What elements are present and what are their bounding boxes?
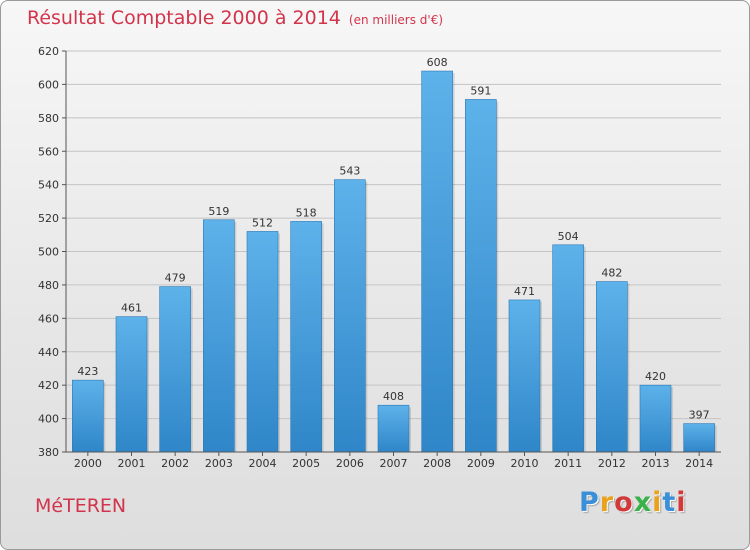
value-label-2012: 482 <box>601 267 622 280</box>
y-tick-label: 580 <box>38 112 59 125</box>
x-tick-label-2010: 2010 <box>511 457 539 470</box>
value-label-2013: 420 <box>645 370 666 383</box>
logo-letter: x <box>633 487 653 518</box>
x-tick-label-2008: 2008 <box>423 457 451 470</box>
logo-letter: i <box>652 487 663 518</box>
value-label-2005: 518 <box>296 206 317 219</box>
y-tick-label: 520 <box>38 212 59 225</box>
proxiti-logo: Proxiti <box>579 487 687 518</box>
bar-2003 <box>203 219 235 453</box>
chart-unit-label: (en milliers d'€) <box>348 13 444 27</box>
x-tick-label-2003: 2003 <box>205 457 233 470</box>
x-tick-label-2012: 2012 <box>598 457 626 470</box>
value-label-2004: 512 <box>252 216 273 229</box>
bar-2013 <box>639 384 672 453</box>
value-label-2009: 591 <box>470 84 491 97</box>
logo-letter: P <box>579 487 600 518</box>
y-tick-label: 600 <box>38 78 59 91</box>
value-label-2001: 461 <box>121 302 142 315</box>
logo-letter: r <box>599 487 615 518</box>
bar-2002 <box>159 286 191 453</box>
y-tick-label: 560 <box>38 145 59 158</box>
axes: 380 400 420 440 460 480 500 520 540 560 580 600 620 2… <box>38 45 721 470</box>
bar-2006 <box>334 179 366 453</box>
x-tick-label-2002: 2002 <box>161 457 189 470</box>
bar-2012 <box>596 281 628 453</box>
bar-2014 <box>683 423 715 453</box>
bar-2005 <box>290 221 322 453</box>
bar-2009 <box>465 99 497 453</box>
x-tick-label-2014: 2014 <box>685 457 713 470</box>
x-tick-label-2004: 2004 <box>249 457 277 470</box>
value-label-2014: 397 <box>689 409 710 422</box>
bar-2008 <box>421 70 453 453</box>
x-tick-label-2007: 2007 <box>380 457 408 470</box>
y-tick-label: 500 <box>38 246 59 259</box>
x-tick-label-2011: 2011 <box>554 457 582 470</box>
bars: 423 461 479 519 512 518 543 408 608 591 471 504 482 4… <box>72 56 717 453</box>
x-tick-label-2013: 2013 <box>642 457 670 470</box>
town-name: MéTEREN <box>35 495 127 517</box>
value-label-2003: 519 <box>208 205 229 218</box>
bar-2001 <box>115 316 148 453</box>
x-tick-label-2000: 2000 <box>74 457 102 470</box>
x-tick-label-2006: 2006 <box>336 457 364 470</box>
chart-title-text: Résultat Comptable 2000 à 2014 <box>27 7 341 29</box>
value-label-2002: 479 <box>165 272 186 285</box>
y-tick-label: 460 <box>38 312 59 325</box>
y-tick-label: 540 <box>38 179 59 192</box>
bar-2004 <box>246 231 279 453</box>
bar-2000 <box>72 379 104 453</box>
y-tick-label: 480 <box>38 279 59 292</box>
y-tick-label: 420 <box>38 379 59 392</box>
bar-2007 <box>377 404 410 453</box>
logo-letter: i <box>676 487 687 518</box>
y-tick-label: 620 <box>38 45 59 58</box>
logo-letter: o <box>614 487 634 518</box>
logo-letter: t <box>662 487 677 518</box>
x-tick-label-2009: 2009 <box>467 457 495 470</box>
value-label-2008: 608 <box>427 56 448 69</box>
value-label-2000: 423 <box>77 365 98 378</box>
x-tick-label-2001: 2001 <box>118 457 146 470</box>
x-tick-label-2005: 2005 <box>292 457 320 470</box>
chart-title: Résultat Comptable 2000 à 2014 (en millie… <box>27 7 443 29</box>
y-tick-label: 440 <box>38 346 59 359</box>
bar-2010 <box>508 299 541 453</box>
value-label-2006: 543 <box>339 165 360 178</box>
y-tick-label: 400 <box>38 413 59 426</box>
value-label-2010: 471 <box>514 285 535 298</box>
value-label-2007: 408 <box>383 390 404 403</box>
y-tick-label: 380 <box>38 446 59 459</box>
value-label-2011: 504 <box>558 230 579 243</box>
bar-2011 <box>552 244 584 453</box>
